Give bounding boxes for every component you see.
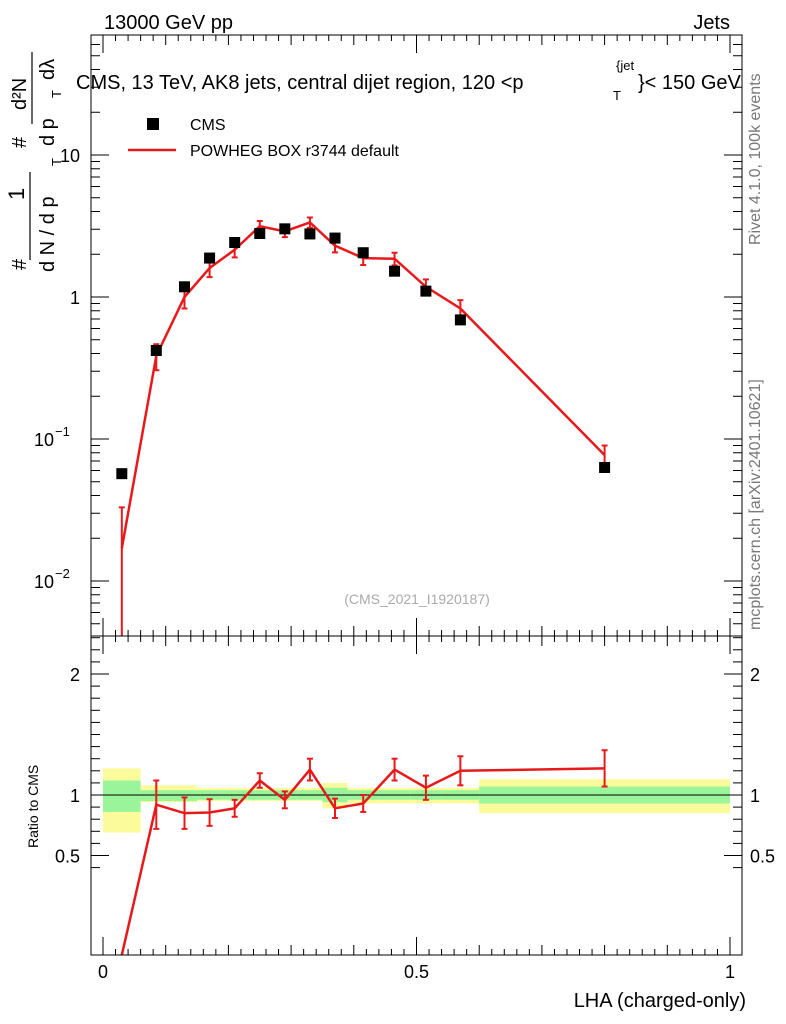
ylabel-hash1: #: [9, 258, 31, 270]
ratio-band-inner: [103, 780, 141, 812]
legend-data-label: CMS: [190, 117, 226, 134]
plot-title: CMS, 13 TeV, AK8 jets, central dijet reg…: [76, 58, 742, 103]
data-point: [279, 223, 291, 235]
rivet-label: Rivet 4.1.0, 100k events: [747, 73, 764, 245]
ylabel-T1: T: [49, 158, 64, 166]
ylabel-T2: T: [49, 90, 64, 98]
x-tick-label: 0: [98, 962, 108, 982]
y-tick-label: 1: [70, 288, 80, 308]
title-main: CMS, 13 TeV, AK8 jets, central dijet reg…: [76, 72, 524, 94]
title-superscript: {jet: [616, 58, 634, 73]
y-tick-label-base: 10: [34, 572, 54, 592]
ylabel-d2N: d²N: [9, 78, 31, 110]
legend: CMS POWHEG BOX r3744 default: [128, 117, 400, 160]
data-point: [599, 461, 611, 473]
data-point: [304, 228, 316, 240]
ratio-y-tick-label: 2: [70, 665, 80, 685]
ratio-mc-line: [120, 767, 605, 956]
data-point: [254, 228, 266, 240]
data-point: [179, 281, 191, 293]
ylabel-dpT: d p: [37, 118, 59, 146]
y-tick-label-exponent: −1: [55, 424, 70, 439]
x-tick-label: 0.5: [404, 962, 429, 982]
ratio-y-tick-label-right: 2: [750, 665, 760, 685]
ratio-y-tick-label-right: 0.5: [750, 847, 775, 867]
data-point: [454, 314, 466, 326]
title-end: }< 150 GeV: [638, 72, 742, 94]
y-tick-label-base: 10: [34, 430, 54, 450]
energy-label: 13000 GeV pp: [104, 12, 233, 34]
mcplots-label: mcplots.cern.ch [arXiv:2401.10621]: [747, 379, 764, 630]
main-mc-line: [120, 221, 606, 549]
legend-mc-label: POWHEG BOX r3744 default: [190, 143, 400, 160]
y-tick-label: 10: [60, 146, 80, 166]
ratio-uncertainty-bands: [103, 768, 730, 833]
data-point: [229, 236, 241, 248]
ratio-series: [91, 749, 742, 956]
category-label: Jets: [693, 12, 730, 34]
data-point: [420, 285, 432, 297]
ratio-y-tick-label: 0.5: [55, 847, 80, 867]
ratio-y-tick-label-right: 1: [750, 786, 760, 806]
main-ylabel: # 1 d N / d p T # d²N d p T dλ: [4, 52, 64, 272]
legend-data-marker: [147, 118, 159, 130]
main-series: [116, 216, 611, 636]
ratio-y-tick-label: 1: [70, 786, 80, 806]
main-frame: [90, 34, 743, 637]
data-point: [357, 247, 369, 259]
analysis-watermark: (CMS_2021_I1920187): [344, 591, 490, 607]
ylabel-dlambda: dλ: [37, 59, 59, 80]
ratio-band-inner: [171, 790, 198, 802]
ratio-ylabel: Ratio to CMS: [25, 765, 41, 848]
data-point: [150, 344, 162, 356]
ylabel-hash2: #: [9, 136, 31, 148]
x-axis-label: LHA (charged-only): [574, 990, 746, 1012]
y-tick-label-exponent: −2: [55, 566, 70, 581]
data-point: [204, 252, 216, 264]
ylabel-one: 1: [4, 188, 29, 200]
x-tick-label: 1: [725, 962, 735, 982]
ylabel-dN: d N / d p: [37, 196, 59, 272]
data-point: [116, 468, 128, 480]
data-point: [389, 265, 401, 277]
title-subscript: T: [613, 88, 621, 103]
data-point: [329, 232, 341, 244]
